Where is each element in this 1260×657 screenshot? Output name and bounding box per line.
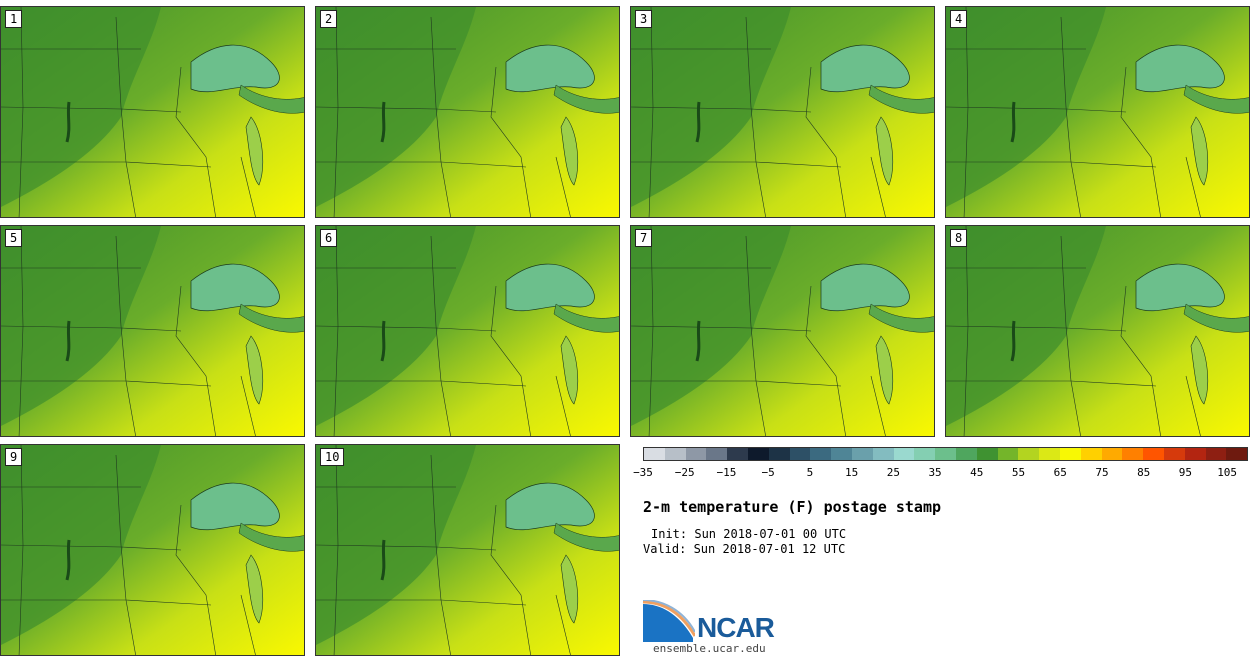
colorbar-swatch <box>747 448 769 460</box>
ncar-logo-icon <box>643 600 695 642</box>
colorbar-tick: 115 <box>1259 466 1260 479</box>
colorbar-swatch <box>872 448 894 460</box>
map-panel-9: 9 <box>0 444 305 656</box>
colorbar-swatch <box>1122 448 1144 460</box>
colorbar-swatch <box>664 448 686 460</box>
colorbar-swatch <box>706 448 728 460</box>
map-panel-10: 10 <box>315 444 620 656</box>
colorbar-tick: 25 <box>886 466 900 479</box>
colorbar <box>643 447 1248 461</box>
colorbar-swatch <box>727 448 748 460</box>
colorbar-tick-labels: −35 −25 −15 −5 5 15 25 35 45 55 65 75 85 95 105 115 <box>633 466 1260 482</box>
colorbar-tick: 95 <box>1178 466 1193 479</box>
colorbar-swatch <box>1143 448 1164 460</box>
colorbar-swatch <box>1184 448 1206 460</box>
panel-number: 4 <box>950 10 968 28</box>
colorbar-swatch <box>768 448 790 460</box>
colorbar-tick: 55 <box>1011 466 1026 479</box>
panel-number: 3 <box>635 10 653 28</box>
colorbar-swatch <box>914 448 936 460</box>
colorbar-swatch <box>685 448 707 460</box>
colorbar-tick: −25 <box>674 466 695 479</box>
colorbar-tick: 45 <box>970 466 984 479</box>
colorbar-swatch <box>955 448 977 460</box>
colorbar-swatch <box>851 448 873 460</box>
colorbar-swatch <box>1163 448 1185 460</box>
colorbar-swatch <box>976 448 998 460</box>
map-panel-8: 8 <box>945 225 1250 437</box>
colorbar-swatch <box>644 448 665 460</box>
colorbar-swatch <box>831 448 852 460</box>
colorbar-tick: −35 <box>633 466 653 479</box>
map-panel-3: 3 <box>630 6 935 218</box>
panel-number: 6 <box>320 229 338 247</box>
map-panel-6: 6 <box>315 225 620 437</box>
colorbar-swatch <box>1101 448 1123 460</box>
colorbar-swatch <box>1039 448 1060 460</box>
panel-number: 5 <box>5 229 23 247</box>
colorbar-tick: 65 <box>1053 466 1067 479</box>
panel-number: 1 <box>5 10 23 28</box>
colorbar-tick: 75 <box>1095 466 1109 479</box>
colorbar-swatch <box>1059 448 1081 460</box>
map-panel-5: 5 <box>0 225 305 437</box>
panel-number: 9 <box>5 448 23 466</box>
colorbar-tick: 35 <box>928 466 942 479</box>
colorbar-swatch <box>1080 448 1102 460</box>
colorbar-swatch <box>1226 448 1248 460</box>
map-panel-4: 4 <box>945 6 1250 218</box>
map-panel-1: 1 <box>0 6 305 218</box>
site-url: ensemble.ucar.edu <box>653 642 766 655</box>
colorbar-tick: 5 <box>806 466 814 479</box>
valid-time: Valid: Sun 2018-07-01 12 UTC <box>643 542 846 556</box>
colorbar-tick: −5 <box>761 466 775 479</box>
map-panel-7: 7 <box>630 225 935 437</box>
panel-number: 10 <box>320 448 345 466</box>
colorbar-swatch <box>893 448 915 460</box>
colorbar-swatch <box>810 448 832 460</box>
colorbar-tick: 105 <box>1217 466 1238 479</box>
panel-number: 2 <box>320 10 338 28</box>
colorbar-swatch <box>1205 448 1227 460</box>
colorbar-tick: −15 <box>716 466 737 479</box>
colorbar-tick: 85 <box>1137 466 1151 479</box>
init-time: Init: Sun 2018-07-01 00 UTC <box>651 527 847 541</box>
colorbar-swatch <box>997 448 1019 460</box>
panel-number: 7 <box>635 229 653 247</box>
map-panel-2: 2 <box>315 6 620 218</box>
colorbar-tick: 15 <box>844 466 859 479</box>
colorbar-swatch <box>935 448 956 460</box>
panel-number: 8 <box>950 229 968 247</box>
chart-title: 2-m temperature (F) postage stamp <box>643 498 942 516</box>
logo-text: NCAR <box>697 612 775 643</box>
colorbar-swatch <box>1018 448 1040 460</box>
colorbar-swatch <box>789 448 811 460</box>
